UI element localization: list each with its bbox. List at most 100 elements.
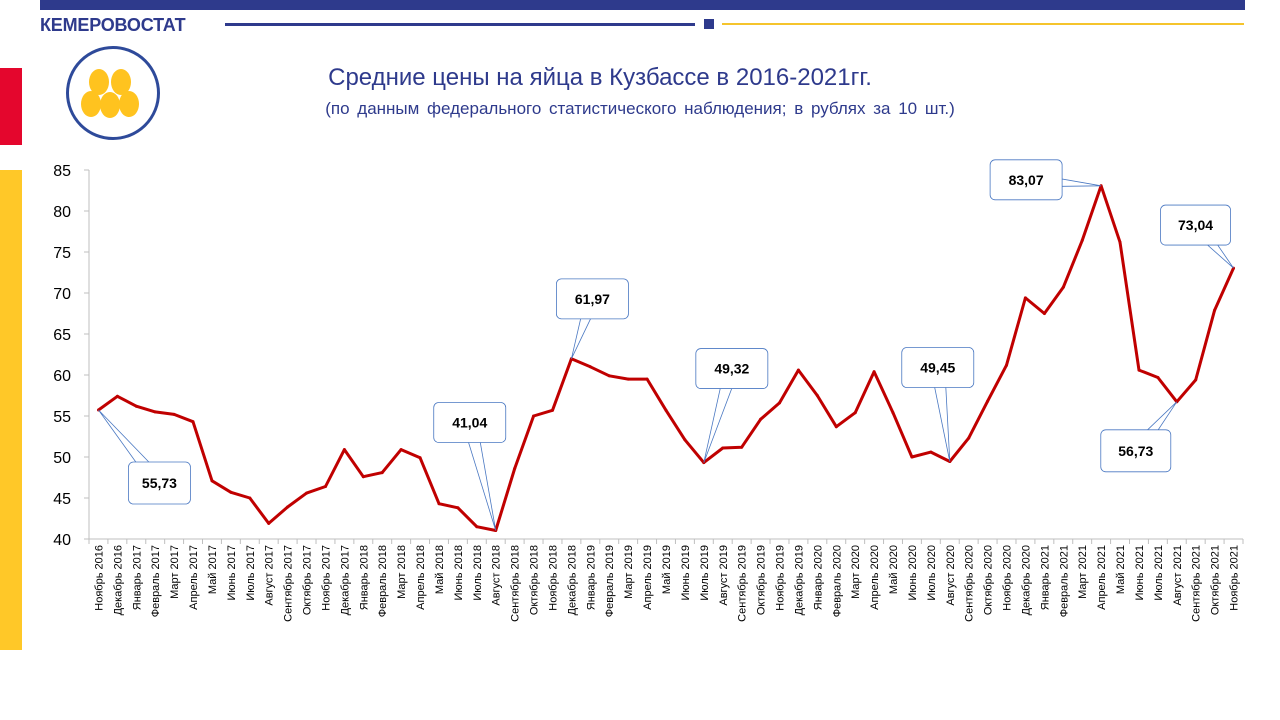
callout-box	[128, 461, 191, 505]
eggs-icon	[66, 46, 160, 140]
x-tick-label: Январь 2021	[1039, 545, 1051, 610]
x-tick-label: Сентябрь 2021	[1191, 545, 1203, 622]
data-point	[361, 475, 365, 479]
data-point	[759, 417, 763, 421]
y-tick-label: 65	[53, 327, 71, 344]
callout-box	[1160, 204, 1231, 246]
data-point	[286, 505, 290, 509]
data-point	[796, 368, 800, 372]
x-tick-label: Январь 2020	[812, 545, 824, 610]
x-tick-label: Февраль 2021	[1058, 545, 1070, 617]
x-tick-label: Май 2017	[207, 545, 219, 594]
data-point	[815, 394, 819, 397]
callout-box	[695, 348, 769, 389]
chart-subtitle: (по данным федерального статистического …	[325, 99, 955, 118]
data-point	[1156, 376, 1160, 379]
data-point	[210, 479, 214, 483]
data-point	[172, 412, 176, 416]
x-tick-label: Апрель 2018	[415, 545, 427, 610]
data-point	[229, 490, 233, 494]
data-point	[626, 377, 630, 381]
y-tick-label: 50	[53, 450, 71, 467]
callout-box	[989, 159, 1063, 201]
x-tick-label: Февраль 2020	[831, 545, 843, 617]
x-tick-label: Июль 2018	[472, 545, 484, 601]
callout-box	[901, 347, 975, 388]
header-rule-yellow	[722, 23, 1244, 25]
top-bar	[40, 0, 1245, 10]
x-tick-label: Май 2020	[888, 545, 900, 594]
x-tick-label: Сентябрь 2019	[737, 545, 749, 622]
data-point	[532, 414, 536, 418]
data-point	[1005, 363, 1008, 367]
x-tick-label: Май 2019	[661, 545, 673, 594]
x-tick-label: Июнь 2021	[1134, 545, 1146, 601]
data-point	[588, 365, 592, 369]
x-tick-label: Август 2021	[1172, 545, 1184, 606]
x-tick-label: Август 2017	[264, 545, 276, 606]
x-tick-label: Декабрь 2020	[1020, 545, 1032, 615]
data-point	[153, 410, 157, 414]
x-tick-label: Май 2018	[434, 545, 446, 594]
data-point	[1061, 285, 1065, 289]
data-point	[324, 485, 327, 488]
eggs-icon-graphic	[81, 69, 139, 118]
x-tick-label: Февраль 2017	[150, 545, 162, 617]
x-tick-label: Ноябрь 2016	[93, 545, 105, 611]
header-rule-square	[704, 19, 714, 29]
data-point	[891, 411, 895, 415]
y-tick-label: 55	[53, 409, 71, 426]
x-tick-label: Октябрь 2017	[302, 545, 314, 615]
x-tick-label: Ноябрь 2020	[1002, 545, 1014, 611]
data-point	[664, 408, 668, 412]
x-tick-label: Февраль 2018	[377, 545, 389, 617]
data-point	[305, 491, 309, 495]
x-tick-label: Июль 2021	[1153, 545, 1165, 601]
data-point	[1080, 239, 1084, 242]
x-tick-label: Ноябрь 2019	[775, 545, 787, 611]
x-tick-label: Апрель 2017	[188, 545, 200, 610]
data-point	[1042, 312, 1046, 315]
data-point	[115, 394, 119, 398]
header-rule-blue	[225, 23, 695, 26]
x-tick-label: Январь 2017	[131, 545, 143, 610]
x-tick-label: Май 2021	[1115, 545, 1127, 594]
data-point	[191, 420, 195, 424]
data-point	[437, 502, 441, 506]
x-tick-label: Декабрь 2016	[112, 545, 124, 615]
x-tick-label: Июль 2019	[699, 545, 711, 601]
data-point	[456, 506, 460, 510]
side-accent-red	[0, 68, 22, 145]
x-tick-label: Март 2018	[396, 545, 408, 599]
data-point	[134, 404, 138, 408]
y-tick-label: 60	[53, 368, 71, 385]
data-point	[778, 401, 781, 405]
x-tick-label: Февраль 2019	[604, 545, 616, 617]
brand-name: КЕМЕРОВОСТАТ	[40, 15, 186, 35]
callout-label: 49,32	[714, 361, 749, 377]
data-point	[380, 471, 384, 475]
callout-label: 55,73	[142, 475, 177, 491]
x-tick-label: Апрель 2019	[642, 545, 654, 610]
x-tick-label: Ноябрь 2021	[1229, 545, 1241, 611]
y-tick-label: 45	[53, 491, 71, 508]
x-tick-label: Январь 2019	[585, 545, 597, 610]
y-tick-label: 40	[53, 532, 71, 549]
data-point	[1194, 378, 1198, 382]
data-point	[1118, 240, 1122, 244]
callout-box	[1100, 429, 1172, 473]
x-tick-label: Апрель 2021	[1096, 545, 1108, 610]
data-point	[1213, 308, 1217, 312]
x-tick-label: Декабрь 2019	[793, 545, 805, 615]
x-tick-label: Октябрь 2020	[983, 545, 995, 615]
callout-box	[433, 402, 507, 443]
data-point	[967, 436, 971, 440]
x-tick-label: Июль 2017	[245, 545, 257, 601]
x-tick-label: Октябрь 2019	[756, 545, 768, 615]
data-point	[645, 377, 649, 381]
y-tick-label: 75	[53, 245, 71, 262]
data-point	[1023, 296, 1027, 300]
x-tick-label: Август 2018	[491, 545, 503, 606]
x-tick-label: Сентябрь 2018	[510, 545, 522, 622]
